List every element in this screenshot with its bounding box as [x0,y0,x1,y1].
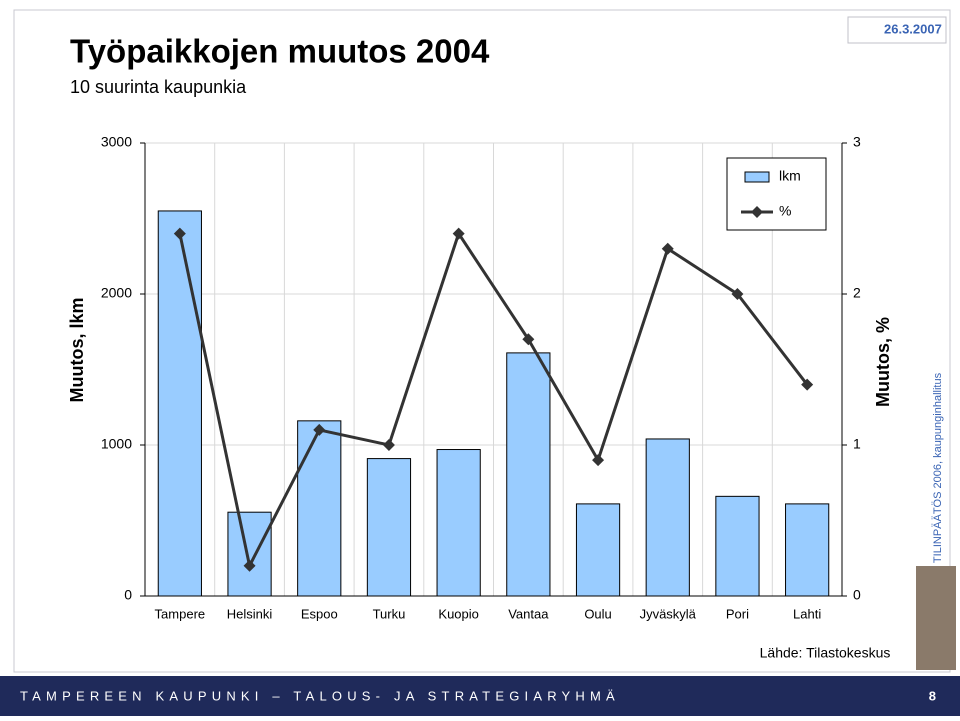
bar [436,449,481,597]
bar [645,438,690,597]
marker [452,227,465,240]
bar [715,495,760,597]
x-tick-label: Espoo [301,606,338,621]
y-axis-label: Muutos, lkm [67,297,87,402]
date-box [847,16,947,44]
legend-marker [751,206,763,218]
legend-label: lkm [779,168,801,184]
y2-axis-label: Muutos, % [873,317,893,407]
y-tick-label: 1000 [101,436,132,452]
y-tick-label: 0 [124,587,132,603]
title: Työpaikkojen muutos 2004 [70,33,490,70]
x-tick-label: Vantaa [508,606,549,621]
marker [801,378,814,391]
legend-label: % [779,203,791,219]
x-tick-label: Turku [373,606,406,621]
bar [297,420,342,597]
line [178,230,809,571]
x-tick-label: Helsinki [227,606,273,621]
x-tick-label: Kuopio [438,606,478,621]
bar [506,352,551,597]
marker [173,227,186,240]
y2-tick-label: 3 [853,134,861,150]
bar [366,458,412,597]
bar [575,503,621,597]
x-tick-label: Jyväskylä [640,606,697,621]
marker [522,333,535,346]
legend-box [726,157,827,231]
date: 26.3.2007 [884,21,942,36]
page-number: 8 [929,688,936,703]
bar [227,511,272,597]
x-tick-label: Oulu [584,606,611,621]
x-tick-label: Pori [726,606,749,621]
marker [382,439,395,451]
bar [785,503,830,597]
marker [592,454,605,467]
marker [313,423,326,436]
subtitle: 10 suurinta kaupunkia [70,77,247,97]
legend-swatch [744,171,770,183]
bar [157,210,202,597]
footer-bar [0,676,960,716]
marker [661,242,674,255]
marker [243,559,256,572]
x-tick-label: Lahti [793,606,821,621]
footer: TAMPEREEN KAUPUNKI – TALOUS- JA STRATEGI… [20,688,620,703]
y2-tick-label: 1 [853,436,861,452]
side-text: TILINPÄÄTÖS 2006, kaupunginhallitus [932,372,944,563]
photo [916,566,956,670]
y2-tick-label: 0 [853,587,861,603]
x-tick-label: Tampere [155,606,206,621]
y-tick-label: 2000 [101,285,132,301]
marker [731,288,744,300]
source: Lähde: Tilastokeskus [760,645,891,661]
y2-tick-label: 2 [853,285,861,301]
y-tick-label: 3000 [101,134,132,150]
plot: 0 1000 2000 3000 0 1 2 3 Tampere Helsinki Espoo Tur… [101,134,861,622]
